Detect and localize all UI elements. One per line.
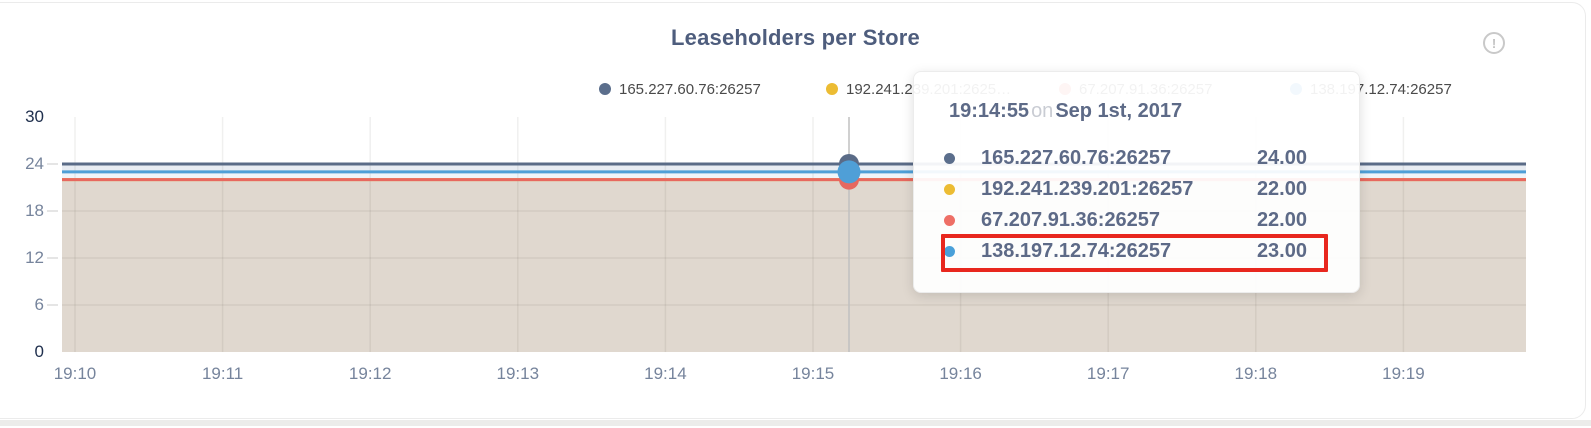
x-axis-label: 19:10 — [53, 364, 97, 383]
panel-bottom-divider — [0, 420, 1591, 426]
x-axis-label: 19:17 — [1086, 364, 1130, 383]
x-axis-label: 19:14 — [644, 364, 687, 383]
series-dot-icon — [944, 246, 955, 257]
hover-marker — [837, 160, 861, 184]
legend-dot-icon — [599, 83, 611, 95]
tooltip-series-value: 24.00 — [1256, 147, 1307, 169]
info-icon[interactable]: ! — [1483, 32, 1505, 54]
chart-title: Leaseholders per Store — [671, 25, 920, 50]
tooltip-series-name: 138.197.12.74:26257 — [981, 240, 1172, 262]
tooltip-row: 165.227.60.76:26257 24.00 — [914, 143, 1359, 173]
tooltip-row: 192.241.239.201:26257 22.00 — [914, 174, 1359, 204]
hover-tooltip: 19:14:55 on Sep 1st, 2017 165.227.60.76:26… — [913, 71, 1360, 293]
tooltip-row: 67.207.91.36:26257 22.00 — [914, 205, 1359, 235]
tooltip-series-value: 22.00 — [1256, 178, 1307, 200]
x-axis-label: 19:16 — [939, 364, 982, 383]
tooltip-time: 19:14:55 — [949, 100, 1030, 122]
y-axis-label: 18 — [25, 201, 44, 220]
tooltip-series-value: 23.00 — [1256, 240, 1307, 262]
tooltip-series-name: 165.227.60.76:26257 — [981, 147, 1172, 169]
x-axis-label: 19:19 — [1382, 364, 1425, 383]
x-axis-label: 19:18 — [1234, 364, 1278, 383]
legend-dot-icon — [826, 83, 838, 95]
tooltip-series-value: 22.00 — [1256, 209, 1307, 231]
y-axis-label: 30 — [25, 107, 44, 126]
legend-label: 165.227.60.76:26257 — [619, 80, 761, 98]
x-axis-label: 19:11 — [201, 364, 244, 383]
y-axis-label: 6 — [34, 295, 44, 314]
tooltip-timestamp: 19:14:55 on Sep 1st, 2017 — [949, 100, 1182, 123]
tooltip-row-highlighted: 138.197.12.74:26257 23.00 — [914, 236, 1359, 266]
info-icon-glyph: ! — [1491, 35, 1497, 51]
x-axis-label: 19:12 — [348, 364, 392, 383]
tooltip-conjunction: on — [1031, 100, 1054, 122]
y-axis-label: 12 — [25, 248, 44, 267]
series-dot-icon — [944, 215, 955, 226]
tooltip-series-name: 192.241.239.201:26257 — [981, 178, 1194, 200]
tooltip-date: Sep 1st, 2017 — [1055, 100, 1183, 122]
x-axis-label: 19:15 — [791, 364, 835, 383]
series-dot-icon — [944, 153, 955, 164]
y-axis-label: 0 — [34, 342, 44, 361]
tooltip-series-name: 67.207.91.36:26257 — [981, 209, 1161, 231]
area-band — [62, 171, 1526, 180]
y-axis-label: 24 — [25, 154, 44, 173]
series-dot-icon — [944, 184, 955, 195]
area-band — [62, 164, 1526, 172]
x-axis-label: 19:13 — [496, 364, 540, 383]
legend-item-node1[interactable]: 165.227.60.76:26257 — [599, 80, 761, 98]
